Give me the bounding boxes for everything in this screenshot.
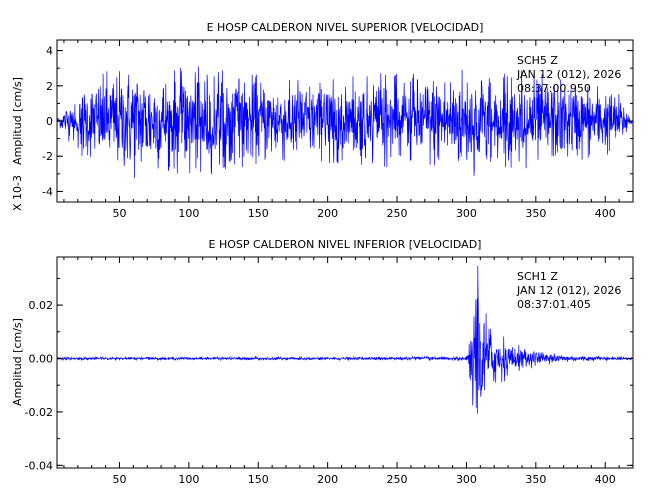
bottom-x-axis: 50 100 150 200 250 300 350 400 [63, 257, 634, 486]
top-chart-title: E HOSP CALDERON NIVEL SUPERIOR [VELOCIDA… [207, 21, 484, 34]
top-station-label: SCH5 Z JAN 12 (012), 2026 08:37:00.950 [516, 54, 621, 95]
top-x-axis: 50 100 150 200 250 300 350 400 [63, 40, 634, 220]
x-tick-label: 300 [456, 473, 477, 486]
bottom-station-time: 08:37:01.405 [517, 298, 591, 311]
x-tick-label: 150 [248, 473, 269, 486]
y-tick-label: 0.00 [29, 352, 54, 365]
x-tick-label: 350 [525, 473, 546, 486]
x-tick-label: 200 [317, 207, 338, 220]
y-tick-label: 0 [46, 115, 53, 128]
x-tick-label: 200 [317, 473, 338, 486]
y-tick-label: 2 [46, 80, 53, 93]
bottom-station-label: SCH1 Z JAN 12 (012), 2026 08:37:01.405 [516, 270, 621, 311]
x-tick-label: 100 [178, 207, 199, 220]
top-station-date: JAN 12 (012), 2026 [516, 68, 621, 81]
seismic-trace-line [56, 66, 634, 179]
x-tick-label: 250 [387, 207, 408, 220]
y-tick-label: -2 [42, 150, 53, 163]
top-y-axis-label: Amplitud [cm/s] [11, 77, 24, 165]
bottom-plot-frame [56, 256, 634, 469]
x-tick-label: 350 [525, 207, 546, 220]
top-station-channel: SCH5 Z [517, 54, 558, 67]
bottom-trace [56, 265, 634, 414]
bottom-panel: E HOSP CALDERON NIVEL INFERIOR [VELOCIDA… [11, 238, 634, 486]
bottom-chart-title: E HOSP CALDERON NIVEL INFERIOR [VELOCIDA… [209, 238, 482, 251]
x-tick-label: 300 [456, 207, 477, 220]
top-trace [56, 66, 634, 179]
y-tick-label: 4 [46, 45, 53, 58]
bottom-y-axis-label: Amplitud [cm/s] [11, 318, 24, 406]
x-tick-label: 50 [112, 473, 126, 486]
bottom-y-axis: 0.02 0.00 -0.02 -0.04 [25, 277, 633, 472]
y-tick-label: 0.02 [29, 299, 54, 312]
x-tick-label: 50 [112, 207, 126, 220]
bottom-station-channel: SCH1 Z [517, 270, 558, 283]
top-y-scale-label: X 10-3 [11, 175, 24, 211]
top-panel: E HOSP CALDERON NIVEL SUPERIOR [VELOCIDA… [11, 21, 634, 220]
x-tick-label: 150 [248, 207, 269, 220]
x-tick-label: 100 [178, 473, 199, 486]
bottom-station-date: JAN 12 (012), 2026 [516, 284, 621, 297]
x-tick-label: 250 [387, 473, 408, 486]
top-station-time: 08:37:00.950 [517, 82, 591, 95]
x-tick-label: 400 [595, 207, 616, 220]
y-tick-label: -0.02 [25, 406, 53, 419]
seismic-trace-line [56, 265, 634, 414]
top-y-axis: 4 2 0 -2 -4 [42, 45, 633, 198]
x-tick-label: 400 [595, 473, 616, 486]
y-tick-label: -0.04 [25, 459, 53, 472]
y-tick-label: -4 [42, 185, 53, 198]
